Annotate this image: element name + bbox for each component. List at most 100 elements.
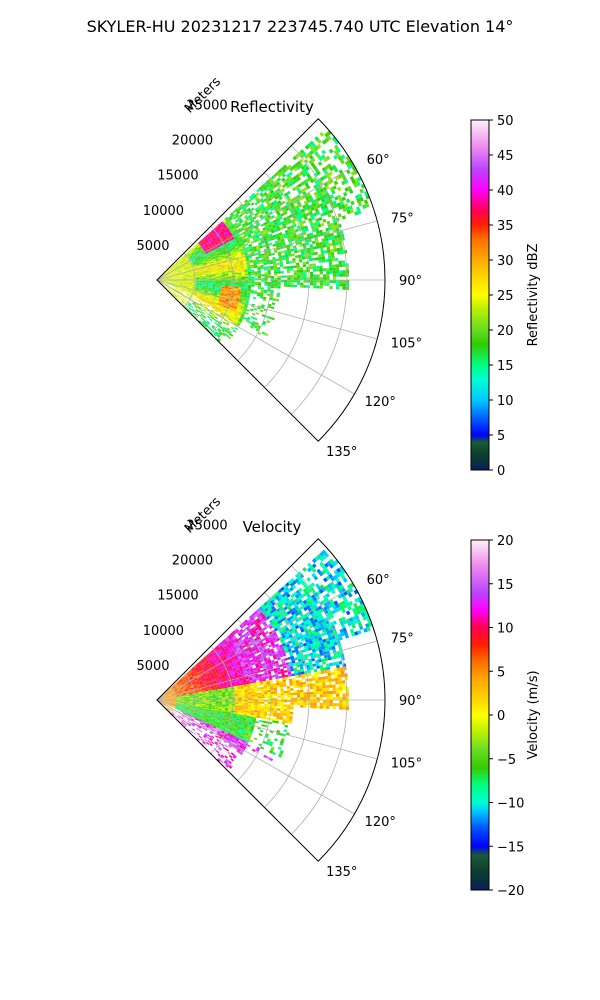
radar-gate	[189, 702, 193, 704]
radar-gate	[169, 710, 173, 713]
radar-gate	[209, 725, 213, 729]
radar-gate	[236, 324, 240, 328]
radar-gate	[216, 671, 220, 674]
radar-gate	[202, 680, 206, 683]
radar-gate	[333, 203, 339, 208]
radar-gate	[211, 662, 215, 666]
radar-gate	[219, 307, 223, 311]
radar-gate	[214, 654, 218, 658]
radar-gate	[211, 255, 215, 258]
radar-gate	[260, 265, 264, 268]
radar-gate	[243, 232, 247, 236]
radar-gate	[201, 688, 205, 690]
radar-gate	[183, 698, 187, 700]
radar-gate	[184, 289, 188, 292]
radar-gate	[177, 295, 181, 298]
radar-gate	[344, 160, 350, 166]
radar-gate	[212, 647, 216, 651]
radar-gate	[275, 204, 280, 208]
radar-gate	[239, 299, 243, 302]
radar-gate	[266, 195, 271, 200]
radar-gate	[195, 260, 199, 263]
radar-gate	[219, 242, 223, 246]
radar-gate	[255, 236, 260, 240]
radar-gate	[227, 313, 231, 316]
radar-gate	[206, 304, 210, 307]
radar-gate	[187, 710, 192, 712]
radar-gate	[197, 293, 201, 295]
radar-gate	[326, 268, 330, 272]
radar-gate	[325, 185, 330, 190]
radar-gate	[221, 689, 225, 691]
radar-gate	[203, 722, 208, 725]
radar-gate	[286, 190, 291, 195]
radar-gate	[238, 229, 242, 233]
radar-gate	[220, 254, 225, 257]
radar-gate	[188, 289, 192, 291]
radar-gate	[174, 294, 177, 298]
radar-gate	[256, 326, 261, 330]
radar-gate	[169, 283, 173, 285]
radar-gate	[221, 709, 225, 711]
radar-gate	[186, 281, 190, 283]
radar-gate	[214, 292, 218, 294]
radar-gate	[179, 695, 183, 697]
radar-gate	[240, 291, 245, 294]
radar-gate	[163, 276, 166, 278]
radar-gate	[221, 227, 225, 231]
radar-gate	[203, 241, 207, 245]
radar-gate	[255, 214, 260, 218]
radar-gate	[270, 237, 274, 241]
radar-gate	[218, 284, 222, 286]
radar-gate	[202, 280, 206, 282]
radar-gate	[208, 705, 213, 707]
radar-gate	[179, 694, 183, 696]
radar-gate	[270, 220, 275, 225]
radar-gate	[184, 296, 188, 299]
radar-gate	[246, 318, 250, 322]
radar-gate	[211, 242, 215, 246]
radar-gate	[192, 255, 197, 259]
radar-gate	[172, 275, 176, 277]
radar-gate	[200, 663, 204, 667]
radar-gate	[163, 276, 167, 278]
radar-gate	[169, 704, 173, 706]
radar-gate	[203, 668, 207, 671]
radar-gate	[218, 721, 222, 724]
radar-gate	[211, 330, 216, 334]
radar-gate	[177, 269, 181, 272]
radar-gate	[329, 280, 333, 284]
radar-gate	[321, 167, 327, 172]
radar-gate	[218, 321, 222, 325]
radar-gate	[173, 266, 176, 270]
radar-gate	[207, 676, 211, 679]
radar-gate	[181, 709, 185, 712]
radar-gate	[208, 258, 212, 261]
radar-gate	[170, 688, 173, 691]
radar-gate	[226, 223, 230, 228]
radar-gate	[184, 297, 187, 300]
radar-gate	[181, 691, 186, 693]
radar-gate	[171, 690, 175, 693]
radar-gate	[220, 714, 224, 717]
radar-gate	[176, 701, 180, 702]
radar-gate	[183, 699, 187, 700]
radar-gate	[205, 245, 209, 249]
radar-gate	[212, 726, 216, 729]
radar-gate	[183, 724, 186, 727]
radar-gate	[237, 268, 242, 271]
radar-gate	[192, 682, 196, 685]
radar-gate	[303, 269, 307, 273]
radar-gate	[173, 278, 177, 279]
radar-gate	[211, 707, 216, 710]
radar-gate	[311, 148, 317, 153]
radar-gate	[218, 257, 223, 260]
radar-gate	[260, 292, 264, 295]
radar-gate	[257, 281, 262, 284]
radar-gate	[194, 710, 198, 713]
radar-gate	[163, 702, 167, 704]
radar-gate	[186, 281, 190, 282]
radar-gate	[169, 274, 173, 276]
radar-gate	[210, 674, 214, 678]
radar-gate	[218, 308, 222, 312]
